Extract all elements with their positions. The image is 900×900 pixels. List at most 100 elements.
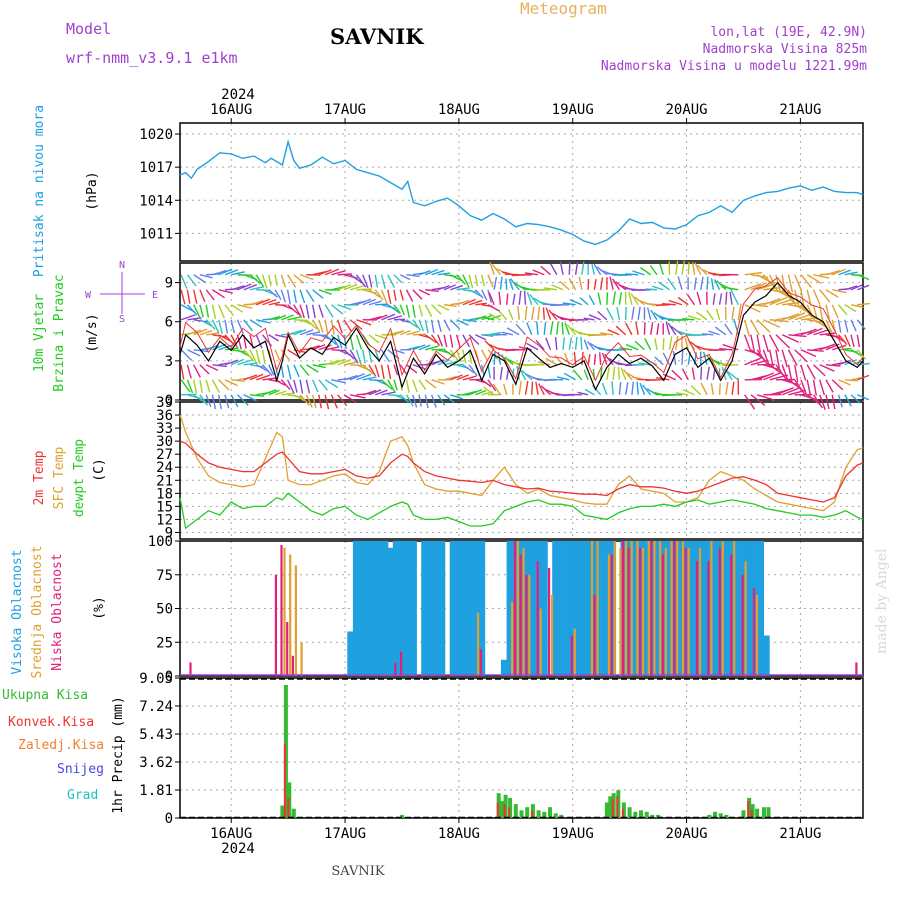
wind-arrow: [724, 323, 733, 336]
wind-arrow: [559, 262, 564, 275]
wind-arrow: [586, 340, 595, 351]
wind-arrow: [374, 364, 380, 378]
cloud-high-bar: [466, 541, 474, 676]
wind-arrow: [387, 379, 396, 393]
wind-arrow: [261, 349, 266, 365]
cloud-low-bar: [570, 635, 573, 676]
wind-arrow: [806, 304, 815, 320]
wind-arrow: [844, 359, 858, 366]
wind-arrow: [549, 321, 554, 335]
wind-arrow: [632, 270, 645, 276]
wind-arrow: [431, 334, 441, 347]
wind-arrow: [212, 289, 225, 299]
wind-arrow: [825, 379, 834, 393]
wind-arrow: [268, 334, 279, 342]
wind-arrow: [425, 345, 439, 351]
cloud-high-bar: [381, 541, 389, 676]
station-title: SAVNIK: [330, 24, 424, 49]
wind-arrow: [579, 297, 589, 306]
wind-arrow: [526, 292, 533, 305]
wind-arrow: [268, 274, 272, 287]
wind-arrow: [199, 329, 213, 336]
wind-arrow: [356, 373, 372, 381]
wind-arrow: [449, 349, 459, 361]
cloud-high-bar: [569, 541, 577, 676]
wind-arrow: [255, 274, 265, 288]
wind-arrow: [781, 334, 799, 343]
wind-arrow: [368, 300, 382, 306]
wind-arrow: [825, 289, 839, 298]
wind-arrow: [718, 293, 723, 305]
wind-arrow: [311, 394, 317, 409]
cloud-high-bar: [654, 541, 662, 676]
wind-arrow: [256, 298, 270, 306]
cloud-high-bar: [557, 541, 565, 676]
wind-arrow: [762, 349, 771, 367]
wind-arrow: [312, 289, 324, 299]
wind-arrow: [577, 391, 589, 396]
x-label-top: 18AUG: [438, 102, 480, 118]
wind-arrow: [671, 369, 683, 381]
wind-arrow: [756, 349, 769, 365]
wind-arrow: [574, 336, 578, 350]
wind-arrow: [599, 277, 604, 290]
wind-arrow: [556, 376, 570, 381]
wind-arrow: [330, 304, 344, 315]
cloud-high-bar: [375, 541, 383, 676]
precip-conv-bar: [283, 743, 286, 818]
wind-arrow: [293, 379, 298, 393]
wind-arrow: [831, 394, 836, 410]
wind-arrow: [318, 379, 328, 391]
wind-arrow: [762, 334, 770, 353]
wind-arrow: [324, 304, 334, 318]
precip-legend-total: Ukupna Kisa: [2, 688, 88, 703]
wind-arrow: [526, 342, 539, 351]
wind-arrow: [531, 306, 535, 320]
wind-arrow: [729, 291, 733, 305]
wind-arrow: [781, 349, 788, 368]
wind-arrow: [324, 359, 340, 366]
cloud-low-bar: [673, 541, 676, 676]
wind-arrow: [368, 389, 382, 396]
wind-arrow: [393, 274, 403, 284]
wind-arrow: [393, 379, 398, 391]
cloud-low-bar: [400, 651, 403, 676]
wind-arrow: [424, 379, 437, 389]
wind-arrow: [800, 394, 817, 401]
cloud-low-bar: [525, 574, 528, 677]
wind-arrow: [506, 368, 510, 380]
wind-arrow: [762, 274, 776, 289]
wind-arrow: [543, 322, 547, 335]
wind-arrow: [744, 283, 762, 291]
wind-arrow: [646, 388, 658, 396]
wind-arrow: [492, 383, 502, 396]
wind-arrow: [205, 364, 219, 372]
cloud-low-bar: [661, 554, 664, 676]
wind-arrow: [387, 315, 402, 321]
wind-arrow: [667, 277, 677, 291]
wind-arrow: [218, 289, 233, 294]
wind-arrow: [425, 289, 439, 292]
wind-arrow: [306, 331, 321, 336]
wind-arrow: [493, 276, 498, 290]
wind-arrow: [545, 307, 552, 320]
wind-arrow: [224, 334, 235, 346]
wind-arrow: [812, 394, 824, 409]
cloud-low-bar: [189, 662, 192, 676]
wind-arrow: [431, 304, 442, 315]
wind-arrow: [637, 306, 641, 320]
wind-arrow: [418, 394, 422, 407]
cloud-high-bar: [597, 541, 605, 676]
wind-arrow: [489, 262, 495, 275]
cloud-high-bar: [392, 541, 400, 676]
wind-arrow: [524, 305, 528, 320]
wind-arrow: [224, 394, 230, 409]
wind-arrow: [838, 269, 851, 276]
wind-arrow: [583, 317, 595, 321]
wind-arrow: [819, 304, 824, 321]
wind-arrow: [599, 332, 614, 336]
wind-arrow: [187, 317, 202, 321]
cloud-high-bar: [574, 541, 582, 676]
wind-arrow: [681, 260, 685, 275]
wind-arrow: [424, 304, 433, 318]
